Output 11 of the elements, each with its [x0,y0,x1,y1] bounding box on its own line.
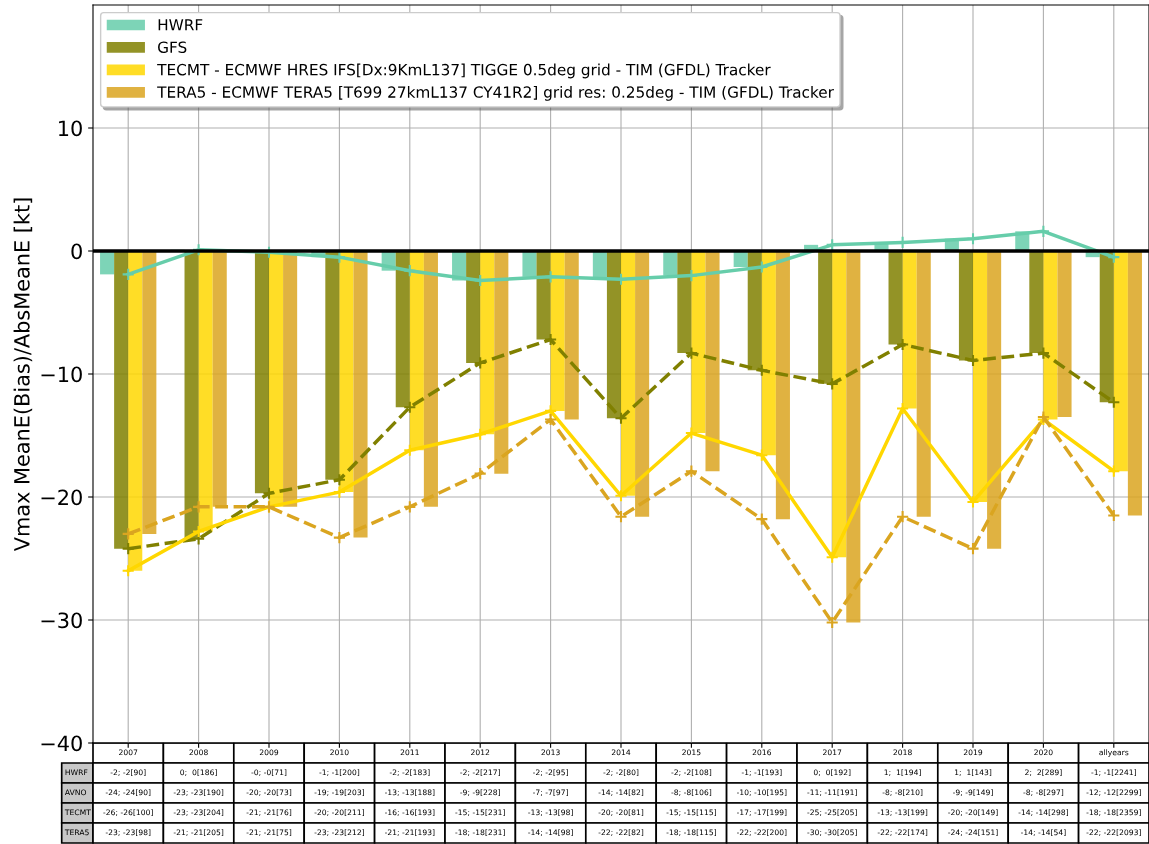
y-tick-label: −40 [41,735,82,752]
legend-label: HWRF [158,19,203,31]
legend-label: GFS [158,41,187,53]
legend-label: TECMT - ECMWF HRES IFS[Dx:9KmL137] TIGGE 0.5deg grid - TIM (GFDL) Tracker [157,63,771,79]
legend-label: TERA5 - ECMWF TERA5 [T699 27kmL137 CY41R2] grid res: 0.25deg - TIM (GFDL) Tracker [157,86,834,101]
y-tick-label: −10 [41,366,82,383]
y-tick-label: 10 [59,120,82,137]
y-axis-title: Vmax MeanE(Bias)/AbsMeanE [kt] [13,198,33,552]
y-tick-label: −20 [41,489,82,506]
y-tick-label: −30 [41,612,82,629]
y-tick-label: 0 [71,243,82,260]
